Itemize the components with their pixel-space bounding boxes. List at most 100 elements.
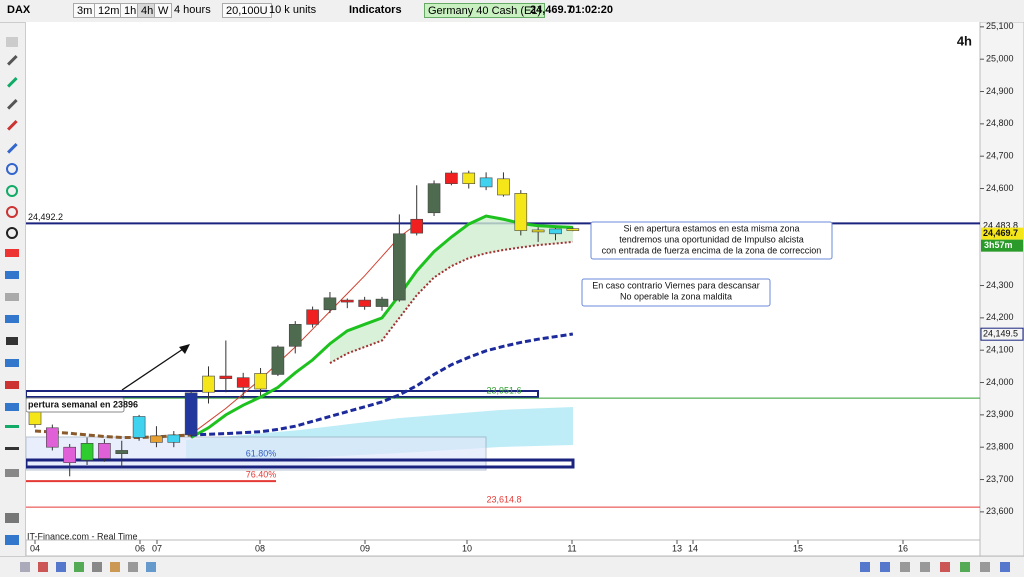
zone-light: [26, 436, 487, 471]
candle-body: [306, 309, 319, 325]
level-label: 24,492.2: [28, 212, 63, 222]
y-tick-label: 24,800: [986, 118, 1014, 128]
symbol[interactable]: DAX: [4, 3, 70, 18]
band-fill: [329, 216, 573, 364]
x-tick-label: 06: [135, 543, 145, 553]
top-toolbar: DAX 3m 12m 1h 4h W 4 hours 20,100U 10 k …: [0, 0, 1024, 23]
source: IT-Finance.com - Real Time: [27, 531, 138, 541]
annotation-text: En caso contrario Viernes para descansar: [592, 280, 759, 290]
candle-body: [219, 375, 233, 379]
y-tick-label: 24,200: [986, 312, 1014, 322]
y-tick-label: 23,800: [986, 442, 1014, 452]
period-button[interactable]: 12m: [94, 3, 124, 18]
candle-body: [254, 373, 267, 390]
annotation-box: [26, 397, 125, 413]
candle-body: [202, 375, 215, 393]
annotation-text: tendremos una oportunidad de Impulso alc…: [619, 234, 804, 244]
indicators[interactable]: Indicators: [349, 4, 402, 16]
level-label: 23,614.8: [486, 494, 521, 504]
candle-body: [98, 443, 111, 459]
annotation-box: [581, 278, 771, 307]
indicator-line: [190, 214, 573, 439]
candle-body: [150, 435, 163, 443]
indicator-line: [329, 240, 573, 365]
timeframe-label: 4h: [957, 33, 972, 48]
period-button[interactable]: W: [154, 3, 173, 18]
tool-icons: [5, 37, 19, 545]
x-tick-label: 14: [688, 543, 698, 553]
candle-body: [167, 434, 181, 443]
x-tick-label: 07: [152, 543, 162, 553]
candle-body: [288, 324, 302, 347]
candle-body: [236, 377, 250, 388]
candle-body: [340, 299, 354, 303]
price-axis: [979, 22, 1024, 556]
candle-body: [479, 177, 493, 188]
buttons[interactable]: [20, 562, 1010, 572]
arrow-head: [179, 344, 190, 354]
fib-label: 61.80%: [246, 449, 277, 459]
candle-body: [410, 218, 424, 234]
annotation-text: Si en apertura estamos en esta misma zon…: [623, 223, 799, 233]
candle-body: [184, 392, 198, 436]
period-button[interactable]: 4h: [137, 3, 158, 18]
y-tick-label: 24,700: [986, 151, 1014, 161]
candle-body: [80, 443, 94, 461]
candle-body: [514, 193, 528, 231]
countdown-box: [981, 239, 1023, 252]
candle-body: [497, 178, 510, 196]
candle-body: [549, 228, 562, 235]
x-tick-label: 09: [360, 543, 370, 553]
y-tick-label: 23,700: [986, 474, 1014, 484]
y-tick-label: 24,300: [986, 280, 1014, 290]
y-tick-label: 25,000: [986, 54, 1014, 64]
tools[interactable]: [5, 37, 19, 545]
indicator-line: [34, 429, 192, 439]
y-tick-label: 24,600: [986, 183, 1014, 193]
y-tick-label: 25,100: [986, 22, 1014, 31]
y-tick-label: 23,900: [986, 409, 1014, 419]
zone-box: [26, 458, 575, 469]
y-tick-label: 23,600: [986, 506, 1014, 516]
annotation-box: [590, 221, 833, 260]
countdown: 3h57m: [984, 240, 1013, 250]
price-tag-label: 24,469.7: [983, 228, 1018, 238]
bottom-icons: [20, 562, 1010, 572]
annotation-text: pertura semanal en 23896: [28, 399, 138, 409]
instrument[interactable]: Germany 40 Cash (E1): [424, 3, 546, 18]
chart: 25,100 25,000 24,900 24,800 24,700 24,600 24,3…: [26, 22, 1024, 556]
y-tick-label: 24,000: [986, 377, 1014, 387]
bottom-toolbar: [0, 556, 1024, 577]
annotation-text: No operable la zona maldita: [620, 291, 732, 301]
price-tag-label: 24,483.8: [983, 220, 1018, 230]
left-toolbar: [0, 23, 26, 556]
candle-body: [271, 346, 285, 375]
candle-body: [46, 427, 59, 448]
candle-body: [393, 233, 406, 301]
x-tick-label: 11: [567, 543, 576, 553]
candle-body: [358, 299, 371, 307]
price-tag: [980, 327, 1024, 341]
indicator-line: [190, 223, 417, 435]
size[interactable]: 10 k units: [269, 4, 317, 16]
x-tick-label: 16: [898, 543, 908, 553]
symbol-text: DAX: [7, 4, 31, 16]
candle-body: [445, 172, 458, 184]
fib-label: 76.40%: [246, 470, 277, 480]
period-button[interactable]: 3m: [73, 3, 97, 18]
candle-body: [132, 416, 146, 438]
units-box[interactable]: 20,100U: [222, 3, 272, 18]
price-tag: [981, 227, 1023, 240]
candle-body: [462, 172, 476, 184]
timeframe[interactable]: 4 hours: [174, 4, 211, 16]
level-label: 23,951.6: [486, 386, 521, 396]
candle-body: [566, 228, 580, 231]
y-tick-label: 24,900: [986, 86, 1014, 96]
candle-body: [63, 446, 77, 464]
annotation-text: con entrada de fuerza encima de la zona …: [602, 245, 822, 255]
arrow: [121, 346, 187, 391]
x-tick-label: 04: [30, 543, 40, 553]
price-tag-label: 24,149.5: [983, 329, 1018, 339]
candle-body: [531, 229, 545, 233]
